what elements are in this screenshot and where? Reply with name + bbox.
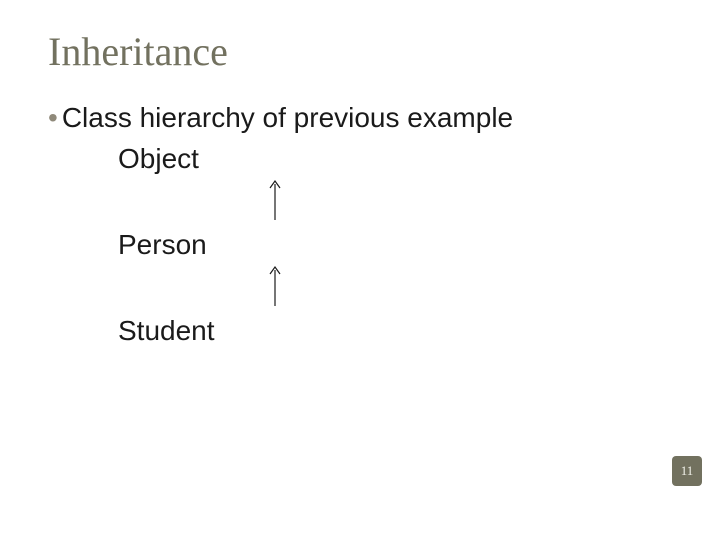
slide-container: Inheritance • Class hierarchy of previou…: [0, 0, 720, 540]
class-hierarchy: Object Person Student: [118, 141, 680, 349]
page-number: 11: [681, 463, 694, 479]
bullet-text: Class hierarchy of previous example: [62, 101, 513, 135]
hierarchy-level-2: Student: [118, 313, 680, 349]
hierarchy-level-1: Person: [118, 227, 680, 263]
bullet-item: • Class hierarchy of previous example: [48, 101, 680, 135]
bullet-marker: •: [48, 101, 58, 135]
up-arrow-icon: [268, 177, 680, 223]
page-number-badge: 11: [672, 456, 702, 486]
hierarchy-level-0: Object: [118, 141, 680, 177]
up-arrow-icon: [268, 263, 680, 309]
slide-title: Inheritance: [48, 28, 680, 75]
